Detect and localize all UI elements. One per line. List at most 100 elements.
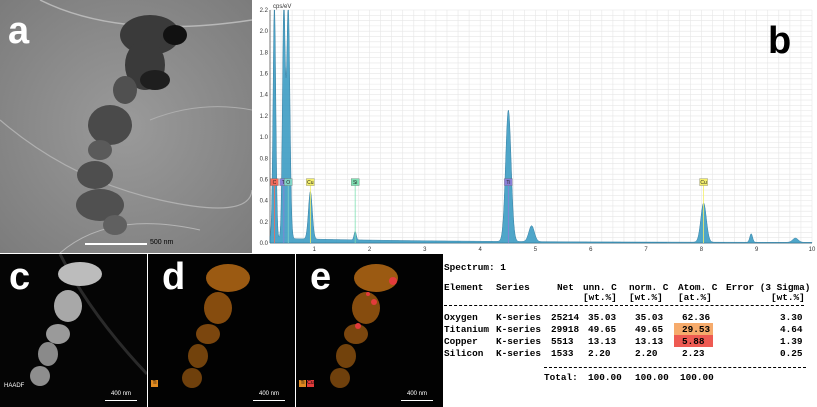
table-cell-error: 0.25 bbox=[780, 348, 803, 359]
table-cell-atom: 2.23 bbox=[682, 348, 705, 359]
haadf-image-panel: c HAADF 400 nm bbox=[0, 254, 147, 407]
table-cell-atom: 62.36 bbox=[682, 312, 711, 323]
x-tick-label: 5 bbox=[534, 247, 538, 253]
table-cell-norm: 49.65 bbox=[635, 324, 664, 335]
header-unit-atom: [at.%] bbox=[678, 292, 712, 303]
element-marker-label: Ti bbox=[282, 180, 286, 186]
y-tick-label: 1.6 bbox=[260, 72, 269, 78]
header-unit-error: [wt.%] bbox=[771, 292, 805, 303]
spectrum-title: Spectrum: 1 bbox=[444, 262, 506, 273]
scale-bar-label: 500 nm bbox=[150, 239, 174, 246]
table-cell-net: 29918 bbox=[551, 324, 580, 335]
table-cell-element: Oxygen bbox=[444, 312, 478, 323]
table-cell-norm: 2.20 bbox=[635, 348, 658, 359]
scale-bar-label: 400 nm bbox=[259, 391, 280, 397]
y-tick-label: 0.0 bbox=[260, 241, 269, 247]
element-marker-label: Ti bbox=[506, 180, 510, 186]
panel-label-b: b bbox=[768, 20, 792, 62]
table-cell-error: 3.30 bbox=[780, 312, 803, 323]
element-marker-box bbox=[270, 178, 279, 186]
x-tick-label: 3 bbox=[423, 247, 427, 253]
atom-highlight bbox=[674, 335, 713, 347]
element-marker-label: Si bbox=[353, 180, 357, 186]
x-tick-label: 10 bbox=[809, 247, 816, 253]
table-cell-norm: 13.13 bbox=[635, 336, 664, 347]
element-marker-label: Cu bbox=[307, 180, 314, 186]
y-tick-label: 1.0 bbox=[260, 135, 269, 141]
y-tick-label: 2.0 bbox=[260, 29, 269, 35]
total-norm: 100.00 bbox=[635, 372, 669, 383]
element-marker-label: O bbox=[286, 180, 290, 186]
table-cell-error: 4.64 bbox=[780, 324, 803, 335]
atom-highlight bbox=[674, 323, 713, 335]
header-atom: Atom. C bbox=[678, 282, 718, 293]
total-atom: 100.00 bbox=[680, 372, 714, 383]
element-marker-box bbox=[284, 178, 293, 186]
table-cell-unn: 35.03 bbox=[588, 312, 617, 323]
element-marker-box bbox=[699, 178, 708, 186]
table-cell-norm: 35.03 bbox=[635, 312, 664, 323]
total-unn: 100.00 bbox=[588, 372, 622, 383]
panel-label-c: c bbox=[9, 256, 31, 298]
y-axis-label: cps/eV bbox=[273, 4, 291, 10]
element-marker-box bbox=[351, 178, 360, 186]
panel-label-a: a bbox=[8, 10, 30, 52]
table-cell-series: K-series bbox=[496, 312, 542, 323]
table-cell-series: K-series bbox=[496, 348, 542, 359]
tem-image bbox=[0, 0, 252, 253]
y-tick-label: 0.2 bbox=[260, 220, 269, 226]
table-cell-series: K-series bbox=[496, 336, 542, 347]
ti-map-panel: d Ti 400 nm bbox=[148, 254, 295, 407]
table-cell-net: 5513 bbox=[551, 336, 574, 347]
haadf-image bbox=[30, 254, 147, 386]
eds-spectrum-panel: 1 2 3 4 5 6 7 8 9 10 0.0 0.2 0.4 0.6 0.8 1.0 1.2 1.4 1.6 1.… bbox=[254, 0, 817, 253]
divider bbox=[444, 305, 804, 306]
table-cell-atom: 29.53 bbox=[682, 324, 711, 335]
x-tick-label: 4 bbox=[478, 247, 482, 253]
element-marker-label: C bbox=[273, 180, 277, 186]
header-series: Series bbox=[496, 282, 530, 293]
table-cell-series: K-series bbox=[496, 324, 542, 335]
header-unn: unn. C bbox=[583, 282, 617, 293]
table-cell-unn: 13.13 bbox=[588, 336, 617, 347]
haadf-tag: HAADF bbox=[4, 383, 25, 389]
table-cell-element: Titanium bbox=[444, 324, 490, 335]
ti-cu-map-image bbox=[330, 264, 398, 388]
header-net: Net bbox=[557, 282, 574, 293]
element-marker-box bbox=[306, 178, 315, 186]
x-tick-label: 6 bbox=[589, 247, 593, 253]
table-cell-unn: 2.20 bbox=[588, 348, 611, 359]
table-cell-net: 1533 bbox=[551, 348, 574, 359]
panel-label-d: d bbox=[162, 256, 186, 298]
x-tick-label: 9 bbox=[755, 247, 759, 253]
y-tick-label: 0.4 bbox=[260, 199, 269, 205]
header-error: Error (3 Sigma) bbox=[726, 282, 811, 293]
scale-bar-label: 400 nm bbox=[407, 391, 428, 397]
header-unit-unn: [wt.%] bbox=[583, 292, 617, 303]
table-cell-atom: 5.88 bbox=[682, 336, 705, 347]
element-marker-box bbox=[504, 178, 513, 186]
total-label: Total: bbox=[544, 372, 578, 383]
y-tick-label: 1.4 bbox=[260, 93, 269, 99]
legend-ti: Ti bbox=[299, 380, 306, 387]
header-element: Element bbox=[444, 282, 484, 293]
y-tick-label: 0.6 bbox=[260, 177, 269, 183]
y-tick-label: 1.8 bbox=[260, 50, 269, 56]
legend-ti: Ti bbox=[151, 380, 158, 387]
eds-spectrum-chart: 1 2 3 4 5 6 7 8 9 10 0.0 0.2 0.4 0.6 0.8 1.0 1.2 1.4 1.6 1.… bbox=[260, 4, 816, 253]
x-tick-label: 8 bbox=[700, 247, 704, 253]
scale-bar bbox=[85, 243, 147, 245]
spectrum-series bbox=[269, 9, 813, 244]
element-marker-label: Cu bbox=[700, 180, 707, 186]
composition-table: Spectrum: 1 Element Series Net unn. C no… bbox=[444, 254, 817, 407]
table-cell-element: Copper bbox=[444, 336, 478, 347]
ti-map-image bbox=[182, 264, 250, 388]
y-tick-label: 2.2 bbox=[260, 8, 269, 14]
y-tick-label: 1.2 bbox=[260, 114, 269, 120]
legend-cu: Cu bbox=[307, 380, 314, 387]
scale-bar bbox=[401, 400, 433, 401]
x-tick-label: 1 bbox=[313, 247, 317, 253]
scale-bar bbox=[105, 400, 137, 401]
scale-bar-label: 400 nm bbox=[111, 391, 132, 397]
ti-cu-map-panel: e Ti Cu 400 nm bbox=[296, 254, 443, 407]
